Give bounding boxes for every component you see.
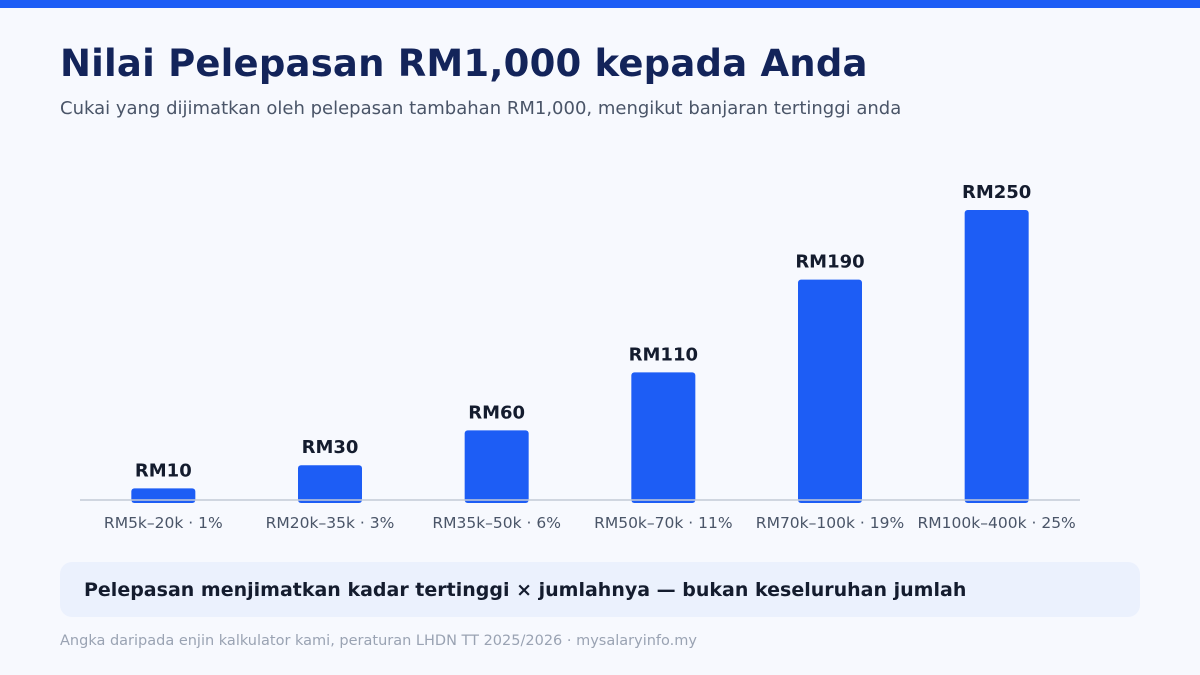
- bar-4: [798, 279, 862, 503]
- bar-chart: RM10 RM5k–20k · 1% RM30 RM20k–35k · 3% RM60 R…: [80, 182, 1080, 532]
- x-tick-label-3: RM50k–70k · 11%: [594, 514, 733, 532]
- data-label-2: RM60: [468, 402, 525, 423]
- bar-3: [631, 372, 696, 503]
- x-tick-label-4: RM70k–100k · 19%: [756, 514, 904, 532]
- callout-text: Pelepasan menjimatkan kadar tertinggi × …: [84, 578, 967, 601]
- x-tick-label-2: RM35k–50k · 6%: [432, 514, 561, 532]
- x-tick-label-1: RM20k–35k · 3%: [266, 514, 395, 532]
- bar-1: [298, 465, 362, 503]
- x-tick-label-0: RM5k–20k · 1%: [104, 514, 223, 532]
- bar-5: [964, 210, 1029, 503]
- callout-box: Pelepasan menjimatkan kadar tertinggi × …: [60, 562, 1140, 617]
- bar-0: [131, 488, 196, 503]
- data-label-5: RM250: [962, 182, 1031, 203]
- page-subtitle: Cukai yang dijimatkan oleh pelepasan tam…: [60, 98, 902, 119]
- top-accent-bar: [0, 0, 1200, 8]
- data-label-3: RM110: [629, 344, 698, 365]
- page-title: Nilai Pelepasan RM1,000 kepada Anda: [60, 42, 868, 85]
- x-tick-label-5: RM100k–400k · 25%: [918, 514, 1076, 532]
- footer-source: Angka daripada enjin kalkulator kami, pe…: [60, 633, 697, 649]
- data-label-4: RM190: [795, 252, 864, 273]
- data-label-1: RM30: [302, 437, 359, 458]
- data-label-0: RM10: [135, 460, 192, 481]
- bar-2: [464, 430, 529, 503]
